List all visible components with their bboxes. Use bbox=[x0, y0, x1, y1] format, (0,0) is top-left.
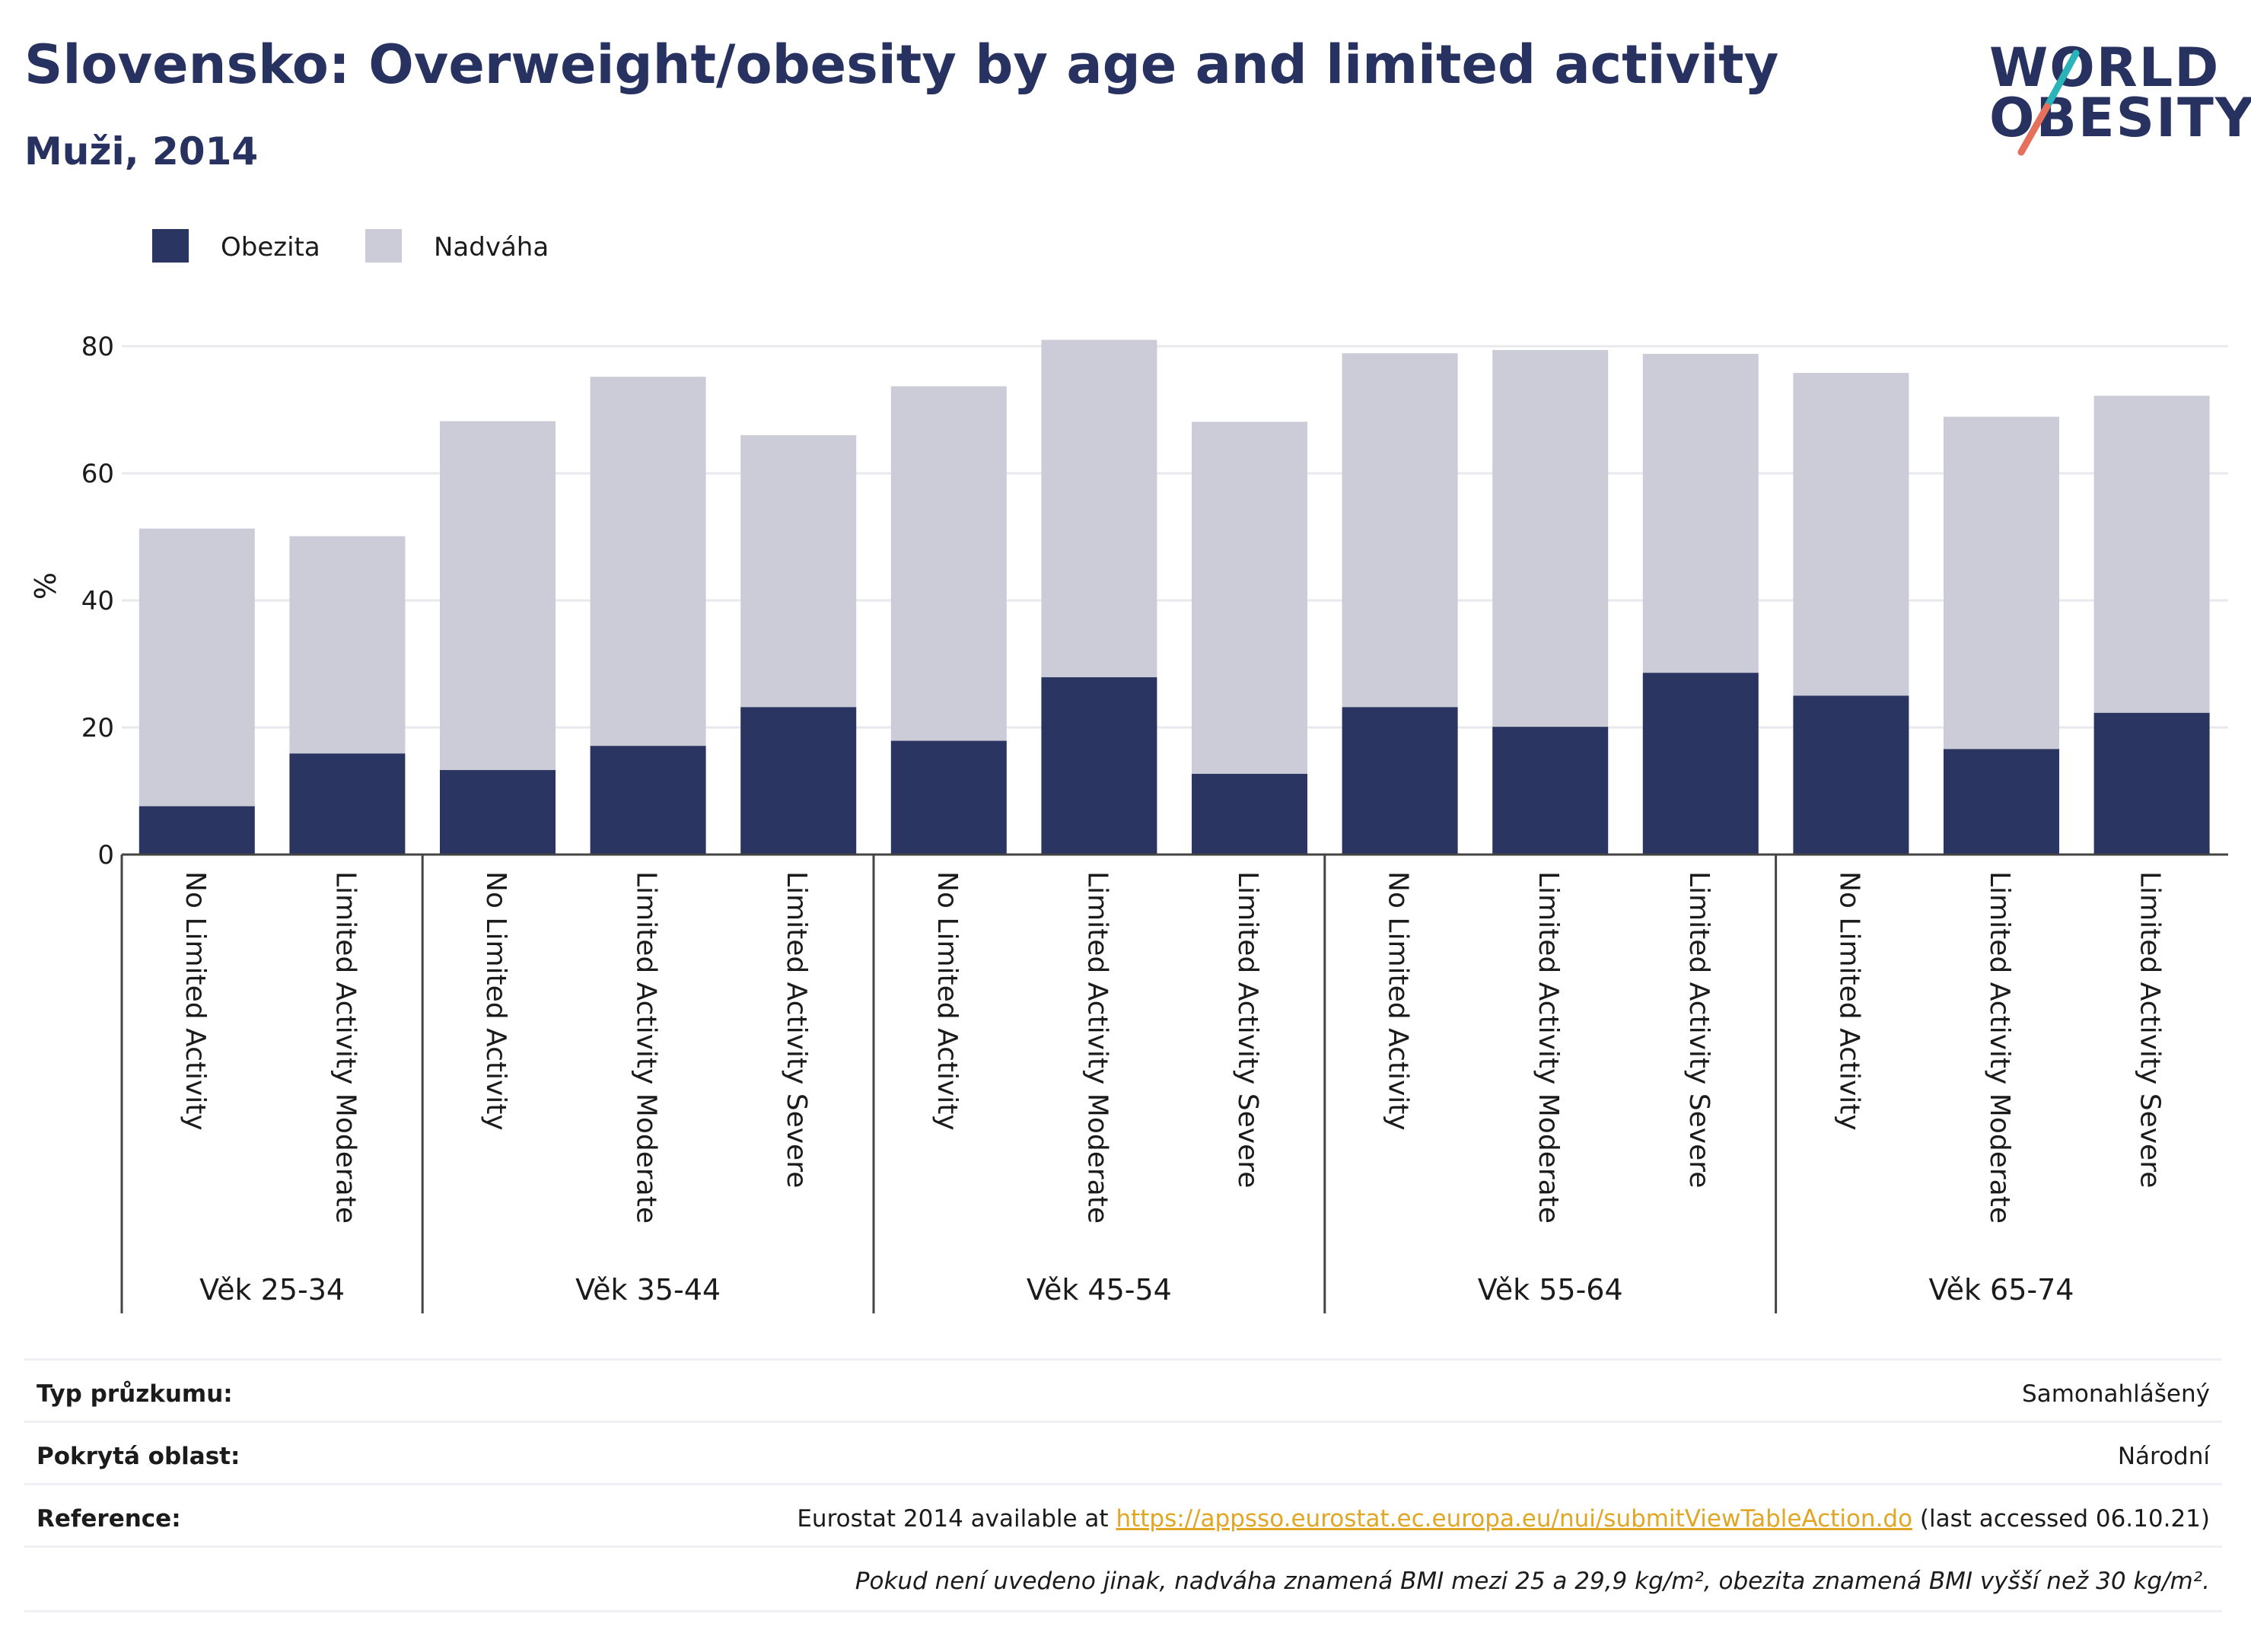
info-value-survey-type: Samonahlášený bbox=[2022, 1380, 2210, 1408]
legend-swatch-obezita bbox=[152, 229, 189, 263]
x-category-label: No Limited Activity bbox=[1383, 871, 1414, 1131]
bar-obezita bbox=[1192, 773, 1307, 855]
bar-nadvaha bbox=[1192, 422, 1307, 774]
legend-label-obezita: Obezita bbox=[221, 232, 320, 263]
y-tick-label: 0 bbox=[97, 840, 114, 871]
info-label-coverage: Pokrytá oblast: bbox=[37, 1443, 240, 1470]
bar-obezita bbox=[440, 769, 556, 855]
bar-nadvaha bbox=[1642, 354, 1759, 673]
bar-nadvaha bbox=[138, 528, 255, 807]
y-tick-label: 40 bbox=[81, 586, 114, 616]
x-category-label: No Limited Activity bbox=[180, 871, 211, 1131]
x-group-label: Věk 45-54 bbox=[1027, 1273, 1172, 1307]
x-category-label: Limited Activity Severe bbox=[781, 871, 812, 1188]
x-category-label: Limited Activity Severe bbox=[1232, 871, 1263, 1188]
x-category-label: No Limited Activity bbox=[931, 871, 963, 1131]
bar-obezita bbox=[1793, 695, 1909, 855]
x-category-label: Limited Activity Moderate bbox=[330, 871, 361, 1224]
x-category-label: No Limited Activity bbox=[1833, 871, 1864, 1131]
page-subtitle: Muži, 2014 bbox=[24, 129, 259, 173]
logo-line-1: WORLD bbox=[1989, 37, 2221, 99]
bar-nadvaha bbox=[590, 377, 706, 746]
x-category-label: Limited Activity Severe bbox=[2135, 871, 2166, 1188]
bar-nadvaha bbox=[289, 536, 406, 754]
x-category-label: Limited Activity Severe bbox=[1683, 871, 1715, 1188]
x-category-label: No Limited Activity bbox=[480, 871, 511, 1131]
footnote: Pokud není uvedeno jinak, nadváha znamen… bbox=[855, 1568, 2210, 1595]
info-value-reference: Eurostat 2014 available at https://appss… bbox=[797, 1505, 2210, 1533]
x-group-label: Věk 25-34 bbox=[199, 1273, 345, 1307]
legend-swatch-nadváha bbox=[365, 229, 402, 263]
reference-prefix: Eurostat 2014 available at bbox=[797, 1505, 1116, 1533]
reference-link[interactable]: https://appsso.eurostat.ec.europa.eu/nui… bbox=[1116, 1505, 1913, 1533]
bar-obezita bbox=[1492, 727, 1609, 855]
bar-nadvaha bbox=[2093, 396, 2210, 713]
y-tick-label: 20 bbox=[81, 713, 114, 743]
info-label-reference: Reference: bbox=[37, 1505, 181, 1533]
info-row-reference: Reference: Eurostat 2014 available at ht… bbox=[24, 1483, 2222, 1548]
bar-obezita bbox=[590, 746, 706, 855]
bar-nadvaha bbox=[440, 421, 556, 770]
bar-nadvaha bbox=[1492, 350, 1609, 727]
info-row-survey-type: Typ průzkumu: Samonahlášený bbox=[24, 1358, 2222, 1423]
info-row-footnote: Pokud není uvedeno jinak, nadváha znamen… bbox=[24, 1545, 2222, 1612]
x-group-label: Věk 65-74 bbox=[1929, 1273, 2074, 1307]
bar-nadvaha bbox=[1342, 353, 1458, 708]
x-category-label: Limited Activity Moderate bbox=[1533, 871, 1564, 1224]
bar-obezita bbox=[890, 740, 1007, 855]
x-group-label: Věk 35-44 bbox=[575, 1273, 721, 1307]
bar-obezita bbox=[1944, 749, 2059, 855]
info-row-coverage: Pokrytá oblast: Národní bbox=[24, 1421, 2222, 1485]
y-tick-label: 60 bbox=[81, 459, 114, 489]
bar-nadvaha bbox=[740, 434, 857, 708]
world-obesity-logo: WORLD OBESITY bbox=[1986, 37, 2251, 166]
x-category-label: Limited Activity Moderate bbox=[1984, 871, 2015, 1224]
y-axis-title: % bbox=[29, 572, 62, 600]
bar-obezita bbox=[1342, 707, 1458, 855]
bar-obezita bbox=[1041, 677, 1157, 855]
x-category-label: Limited Activity Moderate bbox=[631, 871, 662, 1224]
bar-obezita bbox=[1642, 673, 1759, 855]
bar-obezita bbox=[289, 753, 406, 855]
y-tick-label: 80 bbox=[81, 332, 114, 362]
bar-nadvaha bbox=[890, 386, 1007, 741]
legend-label-nadváha: Nadváha bbox=[434, 232, 549, 263]
bar-obezita bbox=[740, 707, 857, 855]
bar-nadvaha bbox=[1944, 416, 2059, 750]
bar-nadvaha bbox=[1041, 339, 1157, 678]
reference-suffix: (last accessed 06.10.21) bbox=[1912, 1505, 2210, 1533]
bar-obezita bbox=[2093, 712, 2210, 855]
x-category-label: Limited Activity Moderate bbox=[1081, 871, 1113, 1224]
info-label-survey-type: Typ průzkumu: bbox=[37, 1380, 233, 1408]
page-title: Slovensko: Overweight/obesity by age and… bbox=[24, 33, 1779, 96]
chart: Obezita Nadváha 0 20 40 60 80% No Limited Activ… bbox=[29, 229, 2228, 1313]
info-value-coverage: Národní bbox=[2117, 1443, 2210, 1470]
bar-nadvaha bbox=[1793, 373, 1909, 696]
logo-slash-icon bbox=[2017, 49, 2080, 156]
bar-obezita bbox=[138, 806, 255, 855]
x-group-label: Věk 55-64 bbox=[1478, 1273, 1623, 1307]
